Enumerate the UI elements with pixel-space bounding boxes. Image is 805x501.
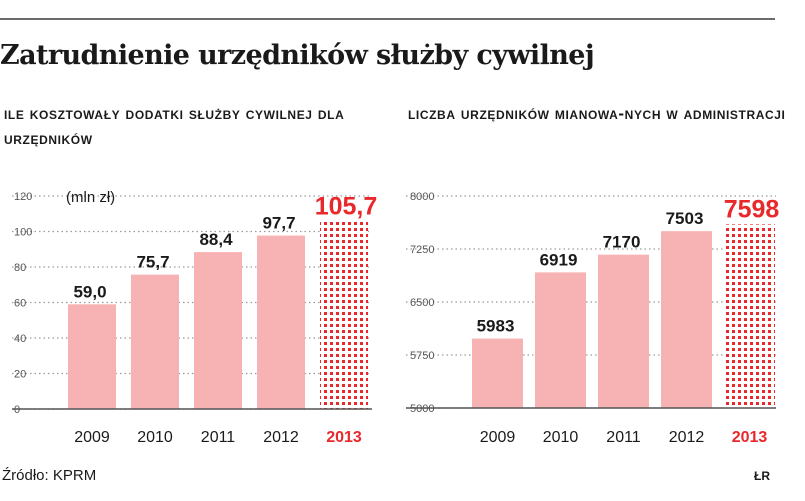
left-chart-title: Ile kosztowały dodatki służby cywilnej d…	[4, 104, 345, 148]
right-category-label-2011: 2011	[606, 429, 641, 446]
left-bar-2010	[131, 274, 179, 409]
right-bar-2010	[535, 272, 586, 408]
right-value-label-2010: 6919	[540, 250, 578, 269]
left-category-label-2012: 2012	[263, 429, 299, 446]
left-category-label-2010: 2010	[137, 429, 173, 446]
left-unit-label: (mln zł)	[66, 189, 115, 206]
left-y-tick-label: 120	[14, 191, 32, 203]
left-y-tick-label: 80	[14, 262, 26, 274]
right-chart-title: Liczba urzędników mianowa-nych w adminis…	[408, 104, 786, 123]
employees-count-chart: 8000 7250 6500 5750 5000 5983 2009 6919 2010 7170…	[406, 191, 780, 446]
left-value-label-2012: 97,7	[262, 214, 295, 233]
right-y-tick-label: 7250	[410, 244, 434, 256]
right-y-tick-label: 8000	[410, 191, 434, 203]
right-bar-2012	[661, 231, 712, 408]
right-bar-2009	[472, 338, 523, 408]
left-bar-2009	[68, 304, 116, 409]
right-value-label-2013: 7598	[724, 195, 780, 223]
right-category-label-2010: 2010	[543, 429, 579, 446]
left-category-label-2009: 2009	[74, 429, 110, 446]
right-y-tick-label: 5750	[410, 350, 434, 362]
right-value-label-2009: 5983	[477, 317, 515, 336]
right-bar-2013	[724, 224, 775, 408]
left-bar-2013	[320, 221, 368, 409]
left-y-tick-label: 60	[14, 298, 26, 310]
left-y-tick-label: 20	[14, 369, 26, 381]
right-value-label-2011: 7170	[603, 233, 641, 252]
right-bar-2011	[598, 254, 649, 408]
left-y-tick-label: 100	[14, 227, 32, 239]
left-bar-2011	[194, 252, 242, 409]
right-category-label-2009: 2009	[480, 429, 516, 446]
left-value-label-2010: 75,7	[136, 253, 169, 272]
main-title: Zatrudnienie urzędników służby cywilnej	[0, 40, 595, 71]
additions-cost-chart: 120 100 80 60 40 20 0 (mln zł) 59,0 2009 75,7 2010 8…	[12, 189, 378, 446]
left-value-label-2013: 105,7	[315, 192, 378, 220]
right-category-label-2012: 2012	[669, 429, 705, 446]
left-y-tick-label: 0	[14, 404, 20, 416]
left-y-tick-label: 40	[14, 333, 26, 345]
author-mark: ŁR	[754, 469, 770, 483]
source-note: Źródło: KPRM	[2, 467, 97, 484]
left-category-label-2013: 2013	[326, 429, 362, 446]
left-category-label-2011: 2011	[201, 429, 236, 446]
right-y-tick-label: 5000	[410, 403, 434, 415]
right-value-label-2012: 7503	[666, 209, 704, 228]
left-value-label-2011: 88,4	[199, 230, 233, 249]
left-value-label-2009: 59,0	[73, 282, 106, 301]
left-bar-2012	[257, 235, 305, 409]
top-rule	[0, 18, 775, 20]
right-y-tick-label: 6500	[410, 297, 434, 309]
right-category-label-2013: 2013	[732, 429, 768, 446]
